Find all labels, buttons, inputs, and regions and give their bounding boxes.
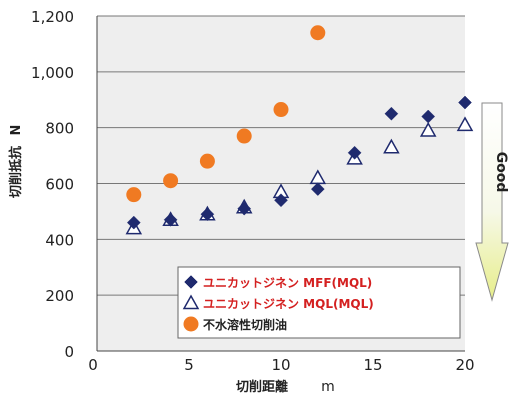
data-point-diamond [274, 193, 288, 208]
y-tick-label: 200 [45, 287, 74, 305]
y-axis-label: 切削抵抗 [8, 146, 24, 198]
x-axis-label: 切削距離 [236, 379, 288, 395]
good-arrow-label: Good [493, 152, 509, 193]
legend-label: 不水溶性切削油 [203, 317, 287, 332]
legend-label: ユニカットジネン MQL(MQL) [203, 297, 374, 311]
data-point-diamond [237, 201, 252, 216]
data-point-diamond [458, 95, 472, 110]
data-point-circle [236, 128, 252, 144]
good-arrow: Good [475, 102, 509, 302]
data-point-diamond [421, 109, 436, 124]
data-point-diamond [347, 145, 362, 160]
y-tick-label: 1,000 [31, 64, 74, 82]
axis-titles: 切削抵抗 N 切削距離 m [8, 125, 335, 395]
legend-marker-diamond [184, 275, 198, 289]
legend: ユニカットジネン MFF(MQL) ユニカットジネン MQL(MQL) 不水溶性切削… [177, 266, 461, 339]
data-point-diamond [163, 212, 178, 227]
data-marks [125, 25, 474, 235]
x-tick-label: 0 [88, 356, 98, 374]
y-tick-label: 600 [45, 176, 74, 194]
legend-label: ユニカットジネン MFF(MQL) [203, 276, 372, 290]
data-point-circle [126, 187, 142, 203]
data-point-diamond [200, 207, 215, 222]
data-point-diamond [384, 106, 399, 121]
data-point-circle [310, 25, 326, 41]
data-point-triangle-open [456, 116, 474, 132]
data-point-circle [199, 153, 215, 169]
y-tick-label: 1,200 [31, 8, 74, 26]
legend-marker-triangle-open [182, 294, 200, 310]
y-axis-unit: N [9, 125, 24, 136]
data-point-triangle-open [419, 121, 437, 137]
data-point-circle [273, 102, 289, 118]
tick-labels: 0 200 400 600 800 1,000 1,200 0 5 10 15 20 [31, 8, 475, 374]
data-point-diamond [126, 215, 141, 230]
y-tick-label: 0 [64, 343, 74, 361]
legend-box [177, 266, 461, 339]
y-tick-label: 400 [45, 231, 74, 249]
good-arrow-shape [475, 102, 509, 302]
legend-marker-circle [183, 316, 199, 332]
x-tick-label: 20 [455, 356, 474, 374]
y-tick-label: 800 [45, 120, 74, 138]
data-point-diamond [310, 182, 325, 196]
x-axis-unit: m [321, 379, 335, 395]
x-tick-label: 15 [363, 356, 382, 374]
x-tick-label: 5 [184, 356, 194, 374]
data-point-triangle-open [383, 138, 400, 154]
x-tick-label: 10 [271, 356, 290, 374]
data-point-circle [163, 173, 179, 189]
